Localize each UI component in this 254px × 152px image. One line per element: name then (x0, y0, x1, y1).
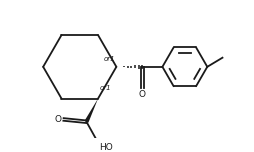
Text: O: O (139, 90, 146, 99)
Text: or1: or1 (99, 85, 111, 91)
Text: O: O (55, 115, 62, 124)
Text: or1: or1 (103, 56, 115, 62)
Polygon shape (85, 98, 98, 123)
Text: HO: HO (99, 143, 113, 152)
